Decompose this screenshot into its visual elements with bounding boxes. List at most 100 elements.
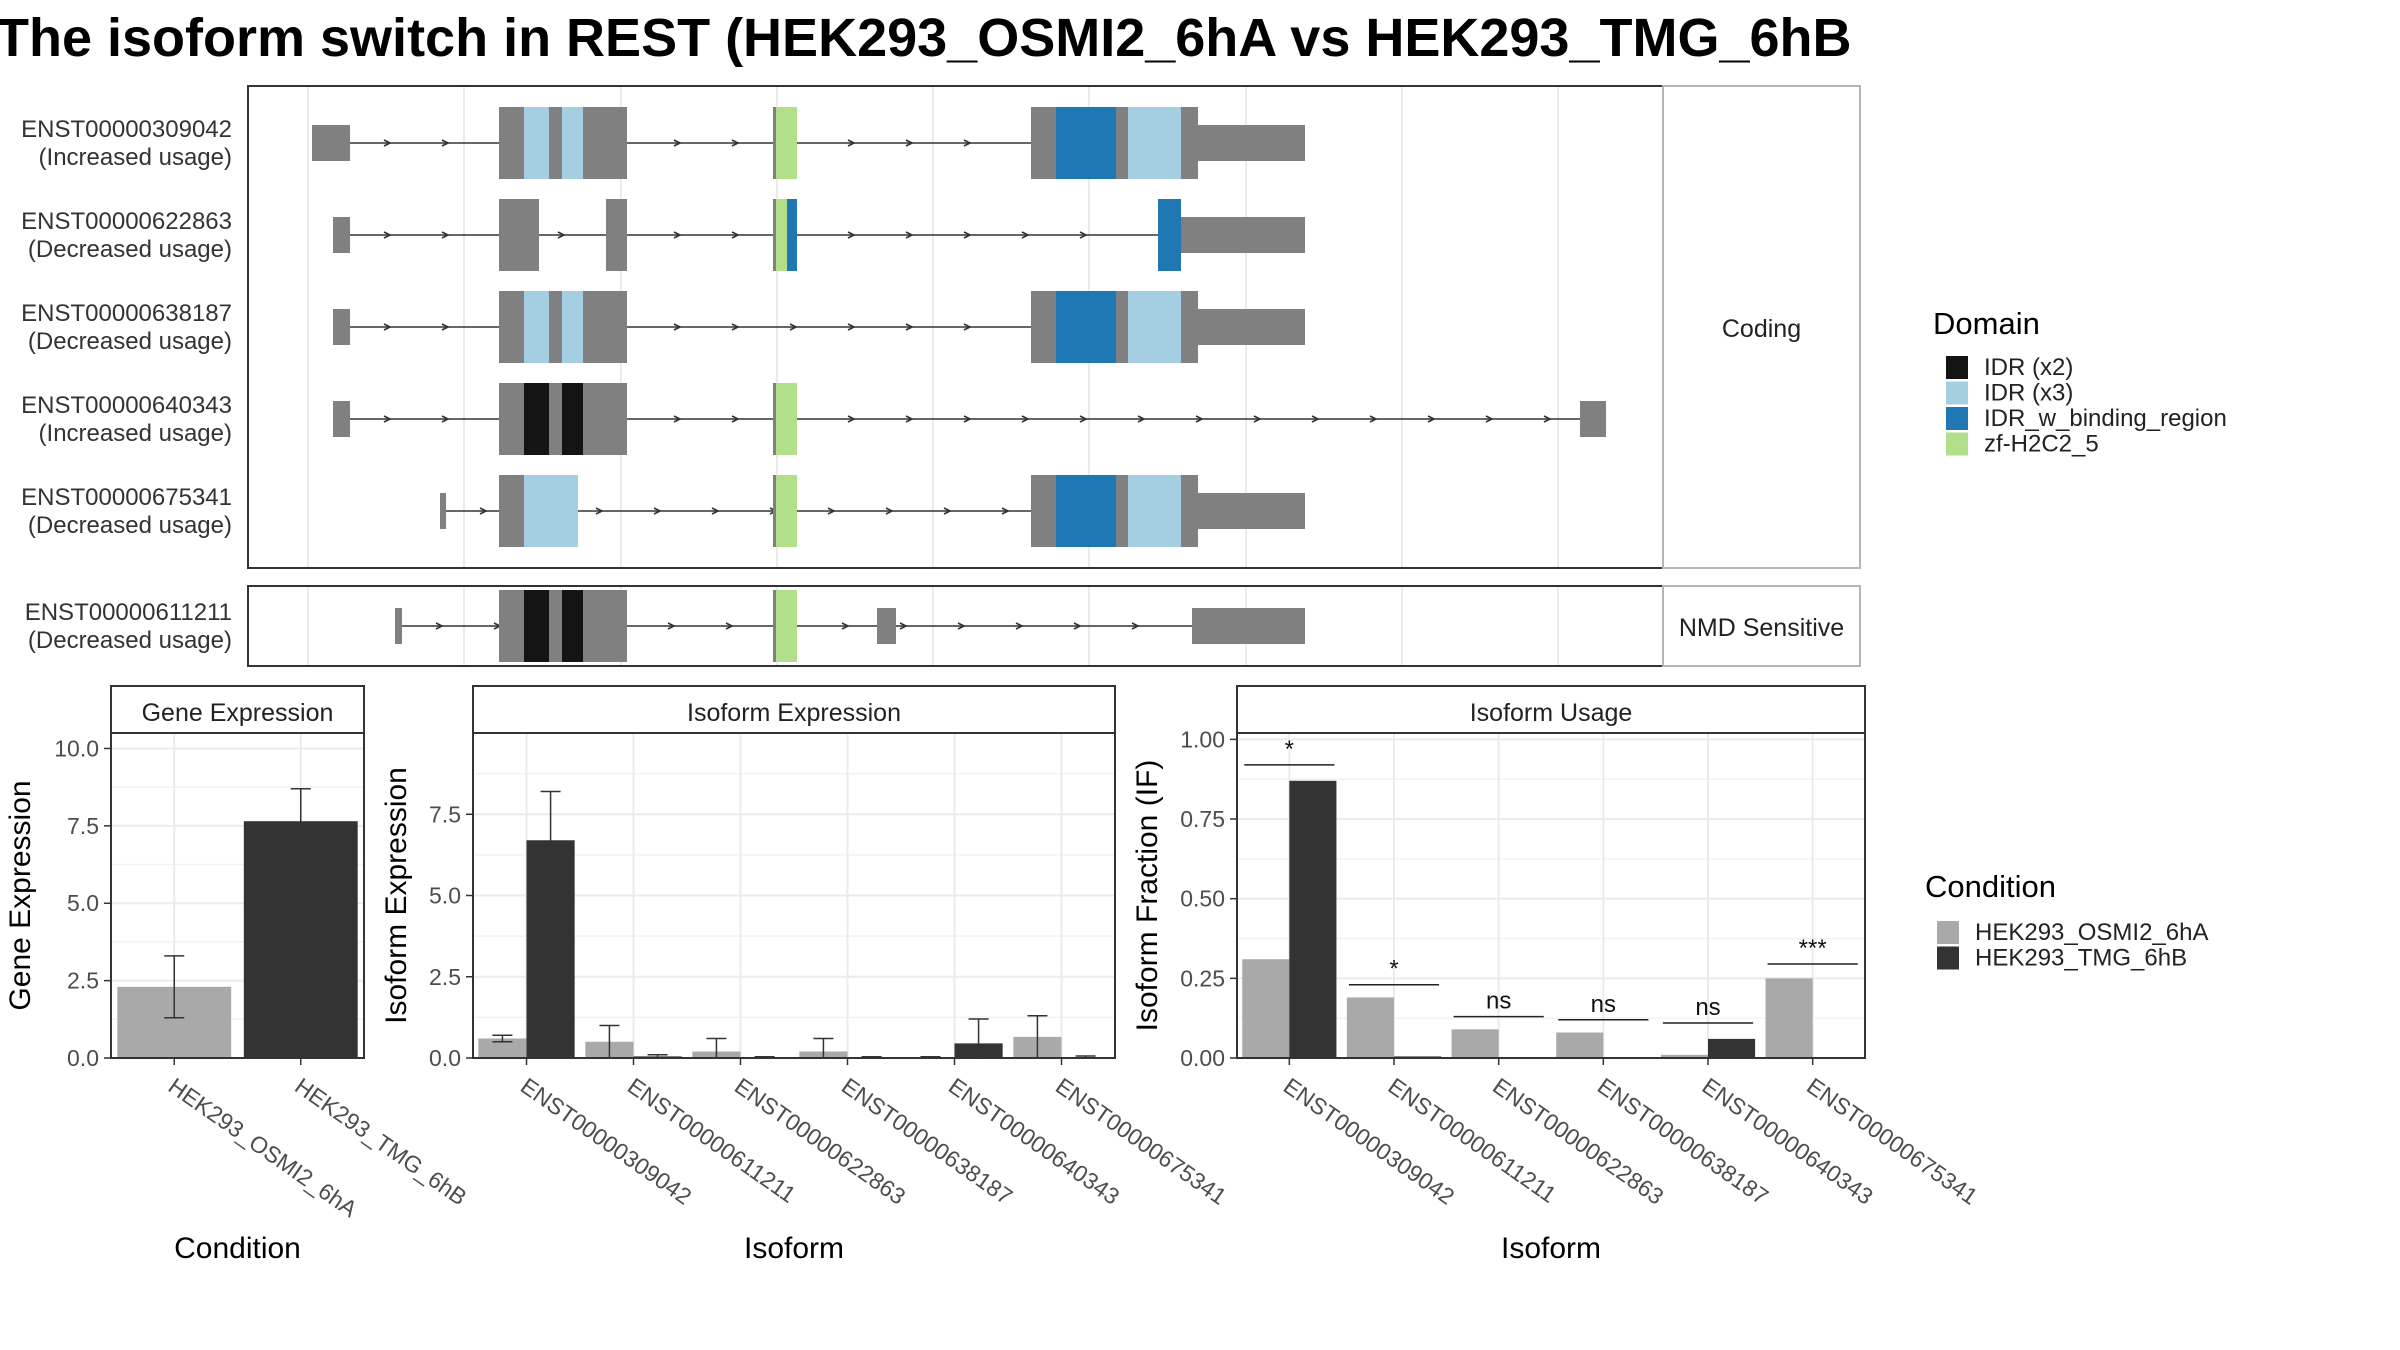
- transcript-ENST00000638187: [333, 291, 1305, 363]
- intron-arrow: [731, 415, 740, 423]
- intron-arrow: [653, 507, 662, 515]
- legend-key-condition: [1937, 946, 1959, 970]
- domain-legend-item: IDR_w_binding_region: [1984, 405, 2227, 432]
- utr-exon: [1181, 309, 1305, 345]
- intron-arrow: [847, 415, 856, 423]
- intron-arrow: [383, 139, 392, 147]
- significance-label: ns: [1695, 994, 1720, 1021]
- isoform-usage-chart: Isoform Usage * * ns ns ns *** 0.00 0.25 0.50 0.75…: [1131, 685, 1983, 1265]
- bar: [1289, 780, 1337, 1058]
- intron-arrow: [1311, 415, 1320, 423]
- domain-block: [524, 107, 549, 179]
- significance-label: ***: [1799, 935, 1827, 962]
- legend-key-domain_idr_x2: [1946, 356, 1968, 379]
- domain-block: [776, 475, 797, 547]
- x-tick-label: ENST00000638187: [1593, 1073, 1773, 1210]
- utr-exon: [1181, 217, 1305, 253]
- bar: [1451, 1029, 1499, 1058]
- x-axis-title: Isoform: [1501, 1232, 1601, 1265]
- utr-exon: [333, 309, 350, 345]
- domain-block: [787, 199, 797, 271]
- x-tick-label: ENST00000640343: [944, 1073, 1124, 1210]
- intron-arrow: [673, 415, 682, 423]
- y-tick-label: 7.5: [429, 801, 461, 827]
- domain-block: [524, 590, 549, 662]
- utr-exon: [1192, 608, 1305, 644]
- intron-arrow: [435, 622, 444, 630]
- y-tick-label: 0.75: [1180, 806, 1225, 832]
- bar: [1346, 997, 1394, 1058]
- intron-arrow: [1001, 507, 1010, 515]
- intron-arrow: [905, 415, 914, 423]
- intron-arrow: [841, 622, 850, 630]
- facet-strip: [110, 685, 365, 734]
- domain-block: [524, 475, 578, 547]
- intron-arrow: [847, 139, 856, 147]
- intron-arrow: [1195, 415, 1204, 423]
- panel-border: [1236, 732, 1866, 1059]
- bar: [1765, 978, 1813, 1058]
- bar: [1708, 1038, 1756, 1058]
- intron-arrow: [1485, 415, 1494, 423]
- transcript-id-label: ENST00000611211: [25, 599, 232, 626]
- intron-arrow: [885, 507, 894, 515]
- intron-arrow: [441, 231, 450, 239]
- intron-arrow: [667, 622, 676, 630]
- utr-exon: [1195, 125, 1305, 161]
- transcript-usage-label: (Decreased usage): [28, 236, 232, 263]
- domain-legend-title: Domain: [1933, 306, 2040, 341]
- condition-legend-item: HEK293_TMG_6hB: [1975, 945, 2187, 972]
- transcript-usage-label: (Decreased usage): [28, 627, 232, 654]
- utr-exon: [1583, 401, 1606, 437]
- significance-label: *: [1285, 736, 1294, 763]
- chart-title: Isoform Expression: [687, 699, 901, 727]
- x-axis-title: Isoform: [744, 1232, 844, 1265]
- transcript-id-label: ENST00000638187: [21, 300, 232, 327]
- intron-arrow: [963, 415, 972, 423]
- domain-block: [1128, 107, 1181, 179]
- intron-arrow: [1131, 622, 1140, 630]
- chart-title: Gene Expression: [142, 699, 334, 727]
- significance-label: ns: [1486, 988, 1511, 1015]
- intron-arrow: [441, 139, 450, 147]
- y-tick-label: 2.5: [67, 968, 99, 994]
- domain-block: [524, 291, 549, 363]
- bar: [1660, 1054, 1708, 1058]
- utr-exon: [1181, 493, 1305, 529]
- y-tick-label: 0.0: [67, 1045, 99, 1071]
- transcript-id-label: ENST00000622863: [21, 208, 232, 235]
- intron-arrow: [1427, 415, 1436, 423]
- y-axis-title: Gene Expression: [4, 780, 37, 1010]
- domain-block: [1128, 291, 1181, 363]
- nmd-facet-label: NMD Sensitive: [1679, 614, 1844, 642]
- intron-arrow: [1137, 415, 1146, 423]
- isoform-expression-chart: Isoform Expression 0.0 2.5 5.0 7.5 ENST000003…: [380, 685, 1231, 1265]
- condition-legend-title: Condition: [1925, 869, 2056, 904]
- intron-arrow: [1015, 622, 1024, 630]
- transcript-id-label: ENST00000675341: [21, 484, 232, 511]
- small-exon: [883, 608, 896, 644]
- x-tick-label: ENST00000638187: [837, 1073, 1017, 1210]
- facet-strip: [472, 685, 1116, 734]
- transcript-id-label: ENST00000640343: [21, 392, 232, 419]
- intron-arrow: [1079, 231, 1088, 239]
- small-exon: [1580, 401, 1587, 437]
- condition-legend-item: HEK293_OSMI2_6hA: [1975, 919, 2208, 946]
- domain-block: [524, 383, 549, 455]
- domain-block: [776, 107, 797, 179]
- intron-arrow: [557, 231, 566, 239]
- domain-block: [562, 590, 583, 662]
- transcript-id-label: ENST00000309042: [21, 116, 232, 143]
- x-tick-label: ENST00000675341: [1802, 1073, 1982, 1210]
- y-tick-label: 1.00: [1180, 726, 1225, 752]
- intron-arrow: [383, 231, 392, 239]
- small-exon: [440, 493, 446, 529]
- bar: [1556, 1032, 1604, 1058]
- y-tick-label: 2.5: [429, 964, 461, 990]
- x-tick-label: ENST00000675341: [1051, 1073, 1231, 1210]
- x-tick-label: ENST00000622863: [1488, 1073, 1668, 1210]
- domain-block: [1056, 291, 1116, 363]
- x-tick-label: ENST00000622863: [730, 1073, 910, 1210]
- x-tick-label: ENST00000640343: [1697, 1073, 1877, 1210]
